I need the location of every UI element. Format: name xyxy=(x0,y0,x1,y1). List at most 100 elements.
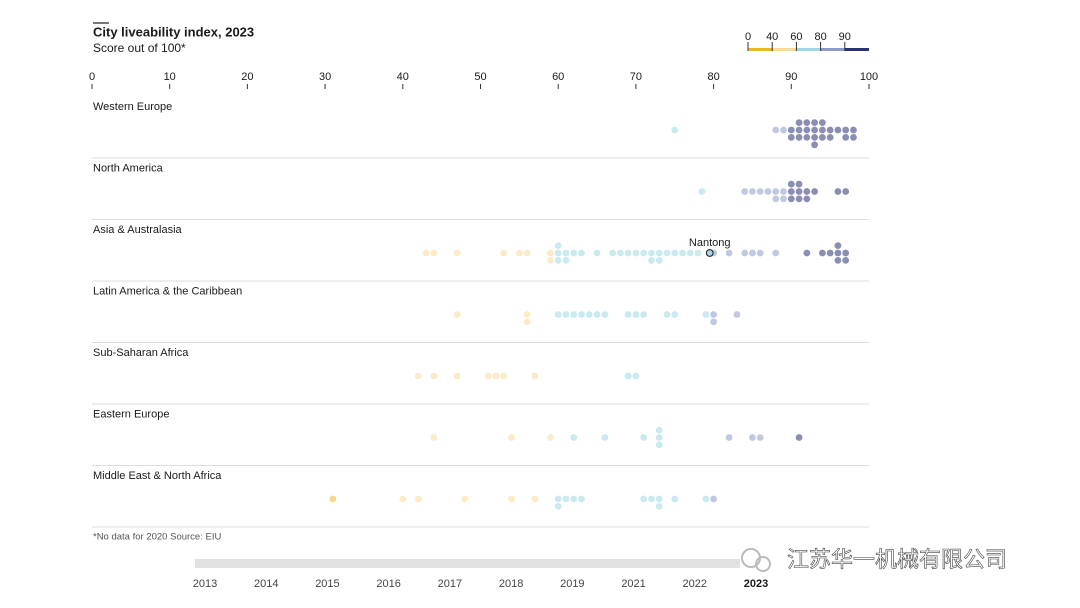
dot xyxy=(811,134,819,141)
x-tick-label: 40 xyxy=(397,71,409,83)
dot xyxy=(710,318,717,326)
watermark-icon xyxy=(741,548,771,572)
legend-label: 90 xyxy=(839,31,851,43)
dot xyxy=(508,434,515,441)
dot xyxy=(780,126,787,134)
x-tick-label: 90 xyxy=(785,71,797,83)
dot xyxy=(702,311,710,318)
dot xyxy=(826,249,834,257)
dot xyxy=(531,372,539,380)
dot xyxy=(500,372,508,380)
dot xyxy=(547,257,554,264)
dot xyxy=(547,249,554,257)
dot xyxy=(834,188,842,195)
dot xyxy=(749,249,756,257)
dot xyxy=(749,188,756,195)
timeline-year[interactable]: 2016 xyxy=(376,578,400,590)
dot xyxy=(818,119,826,126)
highlight-dot xyxy=(705,249,714,257)
dot xyxy=(818,134,826,141)
dot xyxy=(741,188,749,195)
dot xyxy=(632,372,640,380)
dot xyxy=(756,188,764,195)
dot xyxy=(523,318,531,326)
dot xyxy=(764,188,772,195)
dot xyxy=(632,249,640,257)
dot xyxy=(795,434,803,441)
dot xyxy=(780,188,787,195)
dot xyxy=(655,249,663,257)
dot xyxy=(787,134,795,141)
dot xyxy=(842,188,850,195)
dot xyxy=(570,495,578,503)
dot xyxy=(834,126,842,134)
timeline-year[interactable]: 2014 xyxy=(254,578,278,590)
legend-label: 60 xyxy=(790,31,802,43)
dot xyxy=(578,495,585,503)
dot xyxy=(655,426,663,434)
timeline-year[interactable]: 2015 xyxy=(315,578,339,590)
dot xyxy=(554,257,562,264)
dot xyxy=(818,126,826,134)
dot xyxy=(414,372,422,380)
dot xyxy=(492,372,500,380)
dot xyxy=(562,311,570,318)
timeline-year[interactable]: 2021 xyxy=(621,578,645,590)
dot xyxy=(803,126,811,134)
legend-swatch xyxy=(844,48,869,51)
legend-label: 80 xyxy=(814,31,826,43)
dot xyxy=(811,141,819,149)
dot xyxy=(803,195,811,203)
dot xyxy=(554,242,562,250)
dot xyxy=(554,311,562,318)
dot xyxy=(593,249,601,257)
dot xyxy=(702,495,710,503)
dot xyxy=(648,257,655,264)
dot xyxy=(585,311,593,318)
dot xyxy=(803,119,811,126)
dot xyxy=(671,311,679,318)
dot xyxy=(655,495,663,503)
dot xyxy=(826,134,834,141)
timeline-track xyxy=(195,559,740,568)
dot xyxy=(811,188,819,195)
dot xyxy=(850,126,857,134)
footnote: *No data for 2020 Source: EIU xyxy=(93,532,221,543)
timeline-year[interactable]: 2013 xyxy=(193,578,217,590)
dot xyxy=(795,119,803,126)
dot xyxy=(562,257,570,264)
dot xyxy=(578,249,585,257)
timeline-year[interactable]: 2019 xyxy=(560,578,584,590)
dot xyxy=(547,434,554,441)
dot xyxy=(430,372,438,380)
x-tick-label: 60 xyxy=(552,71,564,83)
dot xyxy=(554,495,562,503)
legend-swatch xyxy=(772,48,797,51)
dot xyxy=(624,311,632,318)
timeline-year[interactable]: 2022 xyxy=(683,578,707,590)
dot xyxy=(531,495,539,503)
dot xyxy=(632,311,640,318)
dot xyxy=(842,126,850,134)
dot xyxy=(523,249,531,257)
dot xyxy=(818,249,826,257)
dot xyxy=(787,126,795,134)
dot xyxy=(648,249,655,257)
x-tick-label: 10 xyxy=(164,71,176,83)
dot xyxy=(570,249,578,257)
dot xyxy=(772,249,780,257)
timeline-year[interactable]: 2017 xyxy=(438,578,462,590)
x-tick-label: 50 xyxy=(474,71,486,83)
chart-title: City liveability index, 2023 xyxy=(93,24,254,39)
dot xyxy=(500,249,508,257)
dot xyxy=(508,495,515,503)
dot xyxy=(725,434,733,441)
dot xyxy=(679,249,686,257)
dot xyxy=(772,195,780,203)
dot xyxy=(422,249,430,257)
dot xyxy=(698,188,706,195)
dot xyxy=(756,434,764,441)
dot xyxy=(795,126,803,134)
timeline-year[interactable]: 2018 xyxy=(499,578,523,590)
timeline-year[interactable]: 2023 xyxy=(744,578,768,590)
